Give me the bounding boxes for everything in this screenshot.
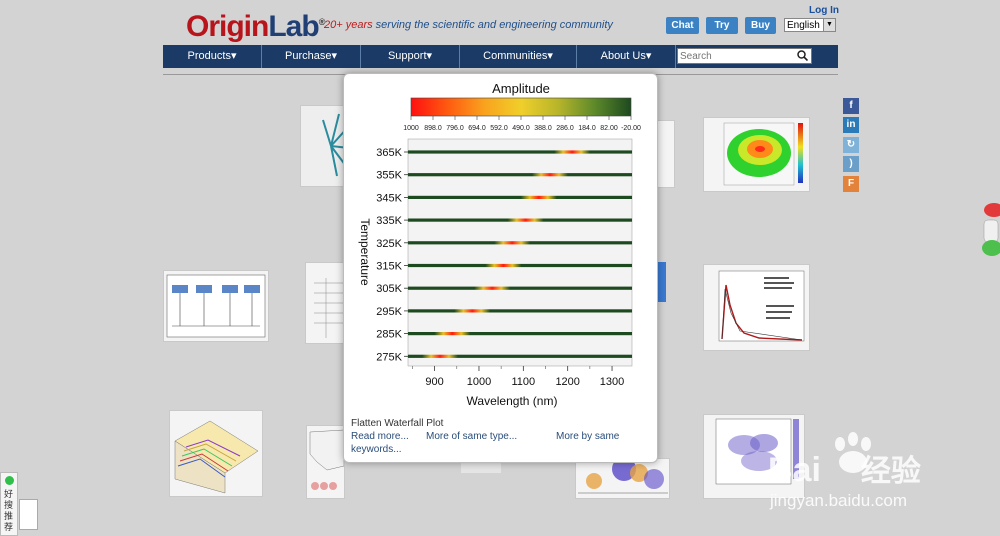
mascot-icon[interactable] — [976, 196, 1000, 268]
chart-title: Amplitude — [492, 81, 550, 96]
buy-button[interactable]: Buy — [745, 17, 776, 34]
y-tick-label: 325K — [376, 238, 402, 250]
heatmap-band — [408, 309, 632, 313]
nav-products[interactable]: Products▾ — [163, 45, 262, 68]
more-same-keywords-link[interactable]: More by same — [556, 431, 620, 442]
block-diagram-image — [166, 274, 266, 338]
read-more-link[interactable]: Read more... — [351, 431, 409, 442]
thumbnail-block-diagram[interactable] — [163, 270, 269, 342]
thumbnail-table-report[interactable] — [305, 262, 347, 344]
thumbnail-us-map[interactable] — [306, 425, 345, 499]
thumbnail-surface-partial[interactable] — [656, 262, 666, 302]
thumbnail-circle-partial[interactable] — [461, 461, 501, 473]
y-tick-label: 285K — [376, 329, 402, 341]
waterfall-3d-image — [174, 420, 259, 494]
main-nav: Products▾ Purchase▾ Support▾ Communities… — [163, 45, 838, 68]
rss-icon[interactable]: ) — [843, 156, 859, 172]
x-tick-label: 900 — [425, 376, 443, 388]
heatmap-band — [408, 241, 632, 245]
heatmap-band — [408, 286, 632, 290]
preview-popup: Amplitude 1000 898.0 796.0 694.0 592.0 490.0 3… — [343, 73, 658, 463]
contour-map-image — [723, 122, 803, 186]
nav-support[interactable]: Support▾ — [361, 45, 460, 68]
colorbar-label: 490.0 — [512, 125, 530, 132]
status-dot-icon — [5, 476, 14, 485]
y-tick-label: 305K — [376, 283, 402, 295]
heatmap-band — [408, 218, 632, 222]
colorbar-label: 388.0 — [534, 125, 552, 132]
decay-curve-image — [718, 270, 805, 342]
popup-caption: Flatten Waterfall Plot — [351, 418, 444, 429]
colorbar-label: 898.0 — [424, 125, 442, 132]
thumbnail-bubble-chart[interactable] — [575, 458, 670, 499]
thumbnail-contour-map[interactable] — [703, 117, 810, 192]
try-button[interactable]: Try — [706, 17, 738, 34]
colorbar — [410, 97, 632, 117]
colorbar-label: 184.0 — [578, 125, 596, 132]
y-tick-label: 355K — [376, 170, 402, 182]
colorbar-label: 1000 — [403, 125, 419, 132]
linkedin-icon[interactable]: in — [843, 117, 859, 133]
table-report-image — [314, 278, 346, 338]
colorbar-label: 694.0 — [468, 125, 486, 132]
share-icon[interactable]: ↻ — [843, 137, 859, 153]
us-map-image — [309, 429, 344, 490]
chevron-down-icon: ▼ — [823, 19, 835, 31]
colorbar-label: -20.00 — [621, 125, 641, 132]
search-icon[interactable] — [797, 50, 808, 61]
x-axis-label: Wavelength (nm) — [467, 394, 558, 408]
thumbnail-fluorescence-decay[interactable] — [703, 264, 810, 351]
heatmap-band — [408, 332, 632, 336]
thumbnail-density-plot[interactable] — [703, 414, 805, 499]
nav-about-us[interactable]: About Us▾ — [577, 45, 676, 68]
chat-button[interactable]: Chat — [666, 17, 699, 34]
density-plot-image — [715, 418, 799, 485]
y-tick-label: 315K — [376, 261, 402, 273]
y-tick-label: 295K — [376, 306, 402, 318]
colorbar-label: 796.0 — [446, 125, 464, 132]
y-tick-label: 335K — [376, 215, 402, 227]
more-same-keywords-link-cont[interactable]: keywords... — [351, 444, 402, 455]
search-input[interactable] — [677, 48, 812, 64]
x-tick-label: 1100 — [511, 376, 535, 388]
x-tick-label: 1000 — [467, 376, 491, 388]
y-axis-label: Temperature — [358, 218, 372, 286]
x-tick-label: 1300 — [600, 376, 624, 388]
login-link[interactable]: Log In — [809, 5, 839, 16]
x-tick-label: 1200 — [555, 376, 579, 388]
y-tick-label: 275K — [376, 351, 402, 363]
heatmap-band — [408, 150, 632, 154]
document-thumbnail-icon[interactable] — [19, 499, 38, 530]
haosou-widget[interactable]: 好搜推荐 — [0, 472, 18, 536]
heatmap-band — [408, 354, 632, 358]
colorbar-label: 592.0 — [490, 125, 508, 132]
waterfall-heatmap-chart: Amplitude 1000 898.0 796.0 694.0 592.0 490.0 3… — [358, 81, 641, 408]
colorbar-label: 82.00 — [600, 125, 618, 132]
thumbnail-3d-waterfall[interactable] — [169, 410, 263, 497]
feed-icon[interactable]: F — [843, 176, 859, 192]
language-select[interactable]: English ▼ — [784, 18, 836, 32]
colorbar-label: 286.0 — [556, 125, 574, 132]
more-same-type-link[interactable]: More of same type... — [426, 431, 518, 442]
baidu-url: jingyan.baidu.com — [770, 491, 908, 510]
nav-communities[interactable]: Communities▾ — [460, 45, 577, 68]
y-tick-label: 345K — [376, 192, 402, 204]
heatmap-band — [408, 195, 632, 199]
bubble-chart-image — [578, 459, 668, 494]
thumbnail-partial-chart[interactable] — [656, 120, 675, 188]
haosou-label: 好搜推荐 — [4, 489, 14, 532]
heatmap-band — [408, 263, 632, 268]
baidu-watermark: Bai 经验 — [768, 451, 921, 489]
nav-purchase[interactable]: Purchase▾ — [262, 45, 361, 68]
plot-area — [407, 138, 633, 367]
tagline: 20+ years serving the scientific and eng… — [324, 19, 613, 31]
facebook-icon[interactable]: f — [843, 98, 859, 114]
heatmap-band — [408, 173, 632, 177]
paw-icon — [835, 432, 871, 473]
originlab-logo[interactable]: OriginLab® — [186, 10, 325, 43]
y-tick-label: 365K — [376, 147, 402, 159]
